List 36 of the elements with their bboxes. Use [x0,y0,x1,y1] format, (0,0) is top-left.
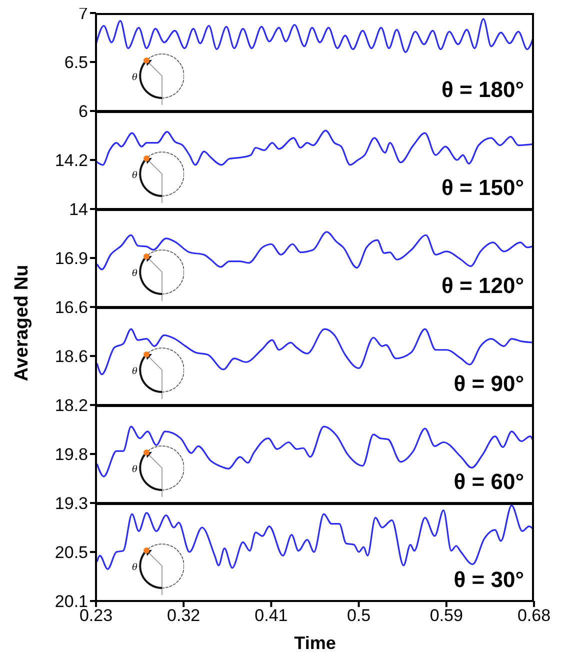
annotation: θ = 30° [454,567,524,593]
y-tick-label: 19.8 [54,445,88,464]
y-tick-label: 18.6 [54,347,88,366]
annotation: θ [132,171,138,181]
y-tick-label: 6.5 [64,53,88,72]
y-tick-label: 16.6 [54,298,88,318]
x-tick-label: 0.32 [167,606,200,626]
x-tick-label: 0.41 [254,606,288,626]
line-series [96,504,534,570]
annotation: θ = 120° [442,273,524,299]
y-tick-label: 19.3 [54,494,88,514]
y-tick-label: 18.2 [54,396,88,416]
line-series [96,130,534,166]
y-tick-label: 14.2 [54,151,88,170]
y-tick-label: 6 [78,102,88,122]
y-tick-label: 14 [69,200,88,220]
annotation: θ = 150° [442,175,524,201]
annotation: θ = 180° [442,77,524,103]
annotation: θ [132,465,138,475]
y-tick-label: 16.9 [54,249,88,268]
x-axis-title: Time [294,633,336,653]
x-tick-label: 0.5 [346,606,371,626]
annotation: θ = 60° [454,469,524,495]
annotation: θ [132,563,138,573]
x-tick-label: 0.59 [430,606,463,626]
line-series [96,18,534,53]
annotation: θ [132,73,138,83]
x-tick-label: 0.23 [79,606,113,626]
annotation: θ [132,269,138,279]
y-axis-title: Averaged Nu [11,264,33,382]
line-series [96,231,534,270]
annotation: θ [132,367,138,377]
x-tick-label: 0.68 [517,606,551,626]
line-series [96,328,534,376]
annotation: θ = 90° [454,371,524,397]
y-tick-label: 20.5 [54,543,88,562]
